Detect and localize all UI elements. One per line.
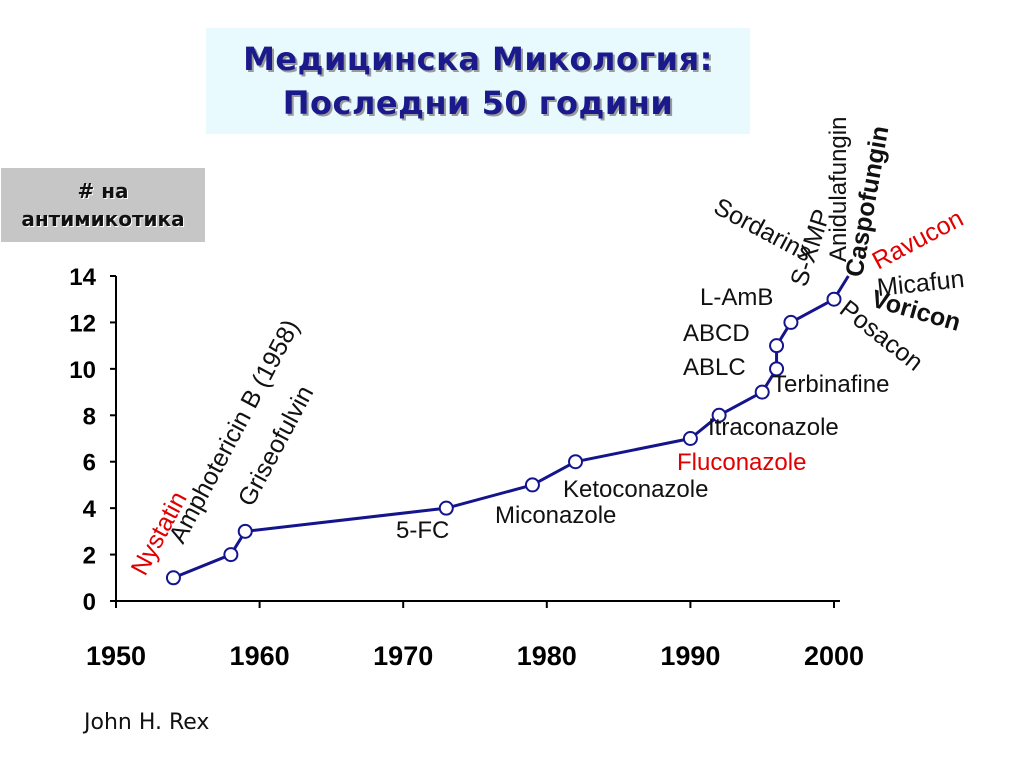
y-tick-label: 12 <box>69 310 96 337</box>
data-point <box>783 314 799 330</box>
author-credit: John H. Rex <box>84 710 210 735</box>
y-tick-label: 4 <box>83 496 97 523</box>
title-box: Медицинска Микология: Последни 50 години <box>206 28 750 134</box>
title-line-2: Последни 50 години <box>282 84 674 122</box>
y-axis-label-line-2: антимикотика <box>21 207 185 231</box>
title-line-1: Медицинска Микология: <box>243 40 713 78</box>
data-point <box>769 338 785 354</box>
annotation-label: 5-FC <box>396 517 449 544</box>
data-point <box>754 384 770 400</box>
annotation-label: Anidulafungin <box>825 117 852 262</box>
data-point <box>524 477 540 493</box>
data-point <box>711 407 727 423</box>
y-tick-label: 14 <box>69 264 96 291</box>
data-point <box>237 523 253 539</box>
data-point <box>568 454 584 470</box>
axes: 0 2 4 6 8 10 12 14 1950 1960 1970 1980 1990 2000 <box>69 264 864 671</box>
y-tick-label: 2 <box>83 543 96 570</box>
x-tick-label: 2000 <box>804 641 864 671</box>
data-point <box>438 500 454 516</box>
y-axis-label-line-1: # на <box>77 179 129 203</box>
x-tick-label: 1970 <box>373 641 433 671</box>
annotation-label: Ravucon <box>868 204 968 275</box>
data-point <box>826 291 842 307</box>
x-tick-label: 1990 <box>660 641 720 671</box>
annotation-label: ABCD <box>683 320 750 347</box>
data-point <box>769 361 785 377</box>
series-layer <box>165 275 850 586</box>
annotation-label: Terbinafine <box>772 371 889 398</box>
y-tick-label: 0 <box>83 589 96 616</box>
x-tick-label: 1950 <box>86 641 146 671</box>
y-tick-label: 8 <box>83 403 96 430</box>
annotation-label: ABLC <box>683 354 746 381</box>
y-tick-label: 6 <box>83 450 96 477</box>
annotation-label: Fluconazole <box>677 449 806 476</box>
data-point <box>223 547 239 563</box>
annotation-label: L-AmB <box>700 284 773 311</box>
y-tick-label: 10 <box>69 357 96 384</box>
x-tick-label: 1980 <box>517 641 577 671</box>
x-tick-label: 1960 <box>230 641 290 671</box>
annotation-label: Itraconazole <box>708 414 839 441</box>
annotation-label: Ketoconazole <box>563 476 708 503</box>
annotation-label: Miconazole <box>495 502 616 529</box>
y-axis-label-box: # на антимикотика <box>1 168 205 242</box>
data-point <box>165 570 181 586</box>
data-point <box>682 431 698 446</box>
